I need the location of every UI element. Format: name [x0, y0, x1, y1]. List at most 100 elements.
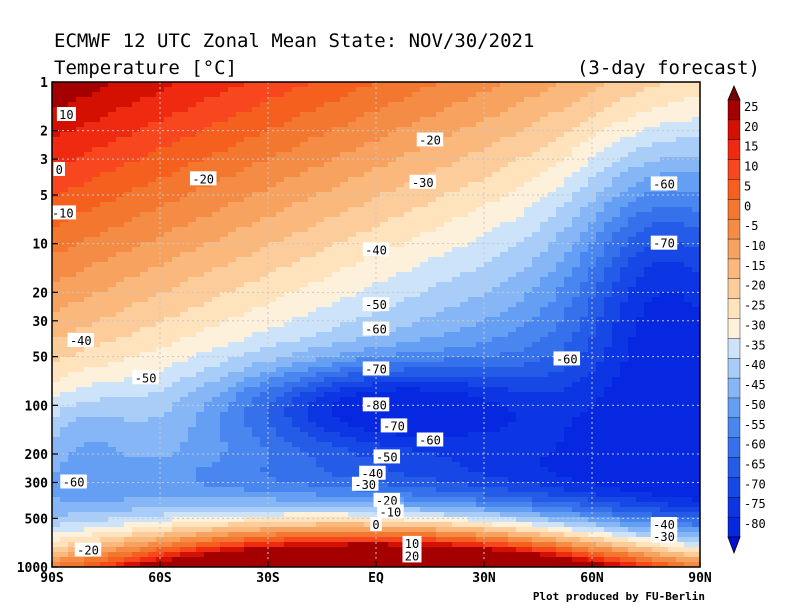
field-cell	[60, 357, 69, 363]
field-cell	[132, 382, 141, 388]
field-cell	[404, 232, 413, 238]
field-cell	[148, 277, 157, 283]
field-cell	[460, 307, 469, 313]
field-cell	[172, 247, 181, 253]
field-cell	[92, 152, 101, 158]
field-cell	[292, 247, 301, 253]
field-cell	[356, 257, 365, 263]
field-cell	[516, 257, 525, 263]
field-cell	[380, 202, 389, 208]
field-cell	[412, 97, 421, 103]
field-cell	[532, 307, 541, 313]
field-cell	[196, 277, 205, 283]
field-cell	[604, 122, 613, 128]
field-cell	[444, 297, 453, 303]
field-cell	[436, 342, 445, 348]
field-cell	[428, 102, 437, 108]
field-cell	[508, 82, 517, 88]
field-cell	[68, 187, 77, 193]
field-cell	[628, 147, 637, 153]
field-cell	[164, 142, 173, 148]
field-cell	[196, 102, 205, 108]
field-cell	[620, 292, 629, 298]
field-cell	[412, 387, 421, 393]
field-cell	[212, 302, 221, 308]
field-cell	[316, 332, 325, 338]
field-cell	[372, 187, 381, 193]
field-cell	[180, 337, 189, 343]
field-cell	[244, 132, 253, 138]
field-cell	[532, 357, 541, 363]
field-cell	[468, 282, 477, 288]
field-cell	[660, 152, 669, 158]
field-cell	[564, 167, 573, 173]
field-cell	[692, 112, 700, 118]
field-cell	[276, 357, 285, 363]
field-cell	[556, 182, 565, 188]
field-cell	[604, 197, 613, 203]
field-cell	[228, 177, 237, 183]
field-cell	[468, 177, 477, 183]
field-cell	[388, 267, 397, 273]
field-cell	[524, 107, 533, 113]
field-cell	[268, 167, 277, 173]
field-cell	[260, 357, 269, 363]
field-cell	[156, 312, 165, 318]
field-cell	[676, 202, 685, 208]
field-cell	[116, 362, 125, 368]
field-cell	[684, 377, 693, 383]
field-cell	[68, 357, 77, 363]
field-cell	[476, 247, 485, 253]
field-cell	[460, 327, 469, 333]
field-cell	[244, 157, 253, 163]
field-cell	[164, 232, 173, 238]
field-cell	[348, 387, 357, 393]
field-cell	[388, 87, 397, 93]
field-cell	[508, 182, 517, 188]
field-cell	[412, 217, 421, 223]
field-cell	[516, 287, 525, 293]
field-cell	[172, 182, 181, 188]
field-cell	[204, 337, 213, 343]
field-cell	[188, 272, 197, 278]
field-cell	[396, 237, 405, 243]
field-cell	[684, 367, 693, 373]
field-cell	[420, 272, 429, 278]
field-cell	[332, 207, 341, 213]
field-cell	[380, 317, 389, 323]
field-cell	[484, 272, 493, 278]
field-cell	[156, 87, 165, 93]
field-cell	[252, 97, 261, 103]
field-cell	[588, 262, 597, 268]
field-cell	[612, 277, 621, 283]
field-cell	[76, 102, 85, 108]
field-cell	[572, 97, 581, 103]
field-cell	[340, 312, 349, 318]
field-cell	[156, 227, 165, 233]
field-cell	[596, 102, 605, 108]
field-cell	[452, 122, 461, 128]
field-cell	[532, 117, 541, 123]
field-cell	[308, 187, 317, 193]
field-cell	[76, 227, 85, 233]
field-cell	[76, 267, 85, 273]
field-cell	[460, 257, 469, 263]
field-cell	[588, 227, 597, 233]
field-cell	[404, 367, 413, 373]
field-cell	[228, 112, 237, 118]
field-cell	[652, 327, 661, 333]
field-cell	[508, 302, 517, 308]
field-cell	[356, 172, 365, 178]
field-cell	[124, 352, 133, 358]
field-cell	[292, 162, 301, 168]
field-cell	[308, 242, 317, 248]
field-cell	[180, 147, 189, 153]
field-cell	[276, 292, 285, 298]
field-cell	[108, 227, 117, 233]
field-cell	[268, 287, 277, 293]
field-cell	[396, 132, 405, 138]
field-cell	[580, 162, 589, 168]
field-cell	[220, 242, 229, 248]
field-cell	[596, 272, 605, 278]
field-cell	[212, 152, 221, 158]
